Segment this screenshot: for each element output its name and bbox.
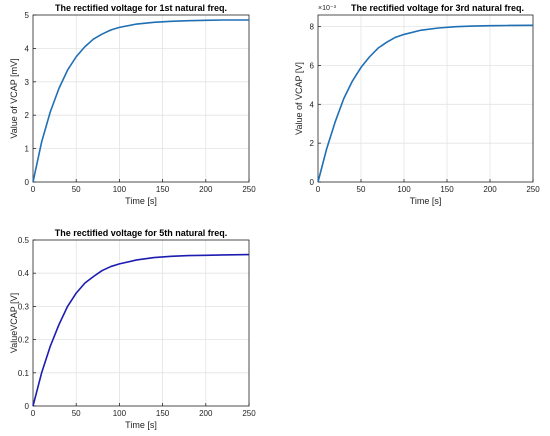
- y-axis-label: ValueVCAP [V]: [9, 293, 19, 353]
- series-line: [317, 24, 534, 183]
- series-line: [32, 19, 249, 183]
- x-tick-label: 200: [199, 185, 213, 194]
- x-tick-label: 150: [440, 185, 454, 194]
- axes-frame: [32, 239, 250, 407]
- y-tick-label: 0: [25, 178, 30, 187]
- chart-1: 0 50 100 150 200 250 0 1 2 3 4 5 The rectified volta…: [9, 3, 256, 206]
- axes-frame: [32, 14, 250, 183]
- chart-title: The rectified voltage for 5th natural fr…: [55, 228, 228, 238]
- x-tick-label: 200: [199, 409, 213, 418]
- x-tick-label: 100: [113, 185, 127, 194]
- chart-3: 0 50 100 150 200 250 0 0.1 0.2 0.3 0.4 0.5 The recti…: [9, 228, 256, 430]
- x-tick-label: 150: [156, 409, 170, 418]
- x-tick-label: 50: [357, 185, 366, 194]
- series-line: [32, 253, 250, 407]
- x-tick-label: 250: [242, 409, 256, 418]
- chart-title: The rectified voltage for 3rd natural fr…: [351, 3, 524, 13]
- y-axis-label: Value of VCAP [V]: [294, 62, 304, 135]
- y-tick-label: 1: [25, 145, 30, 154]
- x-tick-label: 0: [31, 409, 36, 418]
- plot-area: [318, 15, 533, 182]
- x-axis-label: Time [s]: [125, 196, 157, 206]
- axes-frame: [317, 14, 534, 183]
- x-tick-label: 50: [72, 409, 81, 418]
- y-tick-label: 6: [310, 61, 315, 70]
- y-exponent-label: ×10⁻³: [318, 5, 337, 12]
- x-tick-label: 250: [242, 185, 256, 194]
- x-tick-label: 100: [113, 409, 127, 418]
- y-tick-label: 5: [25, 11, 30, 20]
- x-axis-label: Time [s]: [410, 196, 442, 206]
- y-tick-label: 2: [25, 111, 30, 120]
- x-axis-label: Time [s]: [125, 420, 157, 430]
- x-tick-label: 0: [316, 185, 321, 194]
- chart-2: 0 50 100 150 200 250 0 2 4 6 8 The rectified voltag…: [294, 3, 540, 206]
- y-tick-label: 4: [25, 44, 30, 53]
- plot-area: [33, 15, 249, 182]
- y-tick-label: 0.3: [18, 302, 30, 311]
- x-tick-label: 150: [156, 185, 170, 194]
- x-tick-label: 200: [483, 185, 497, 194]
- x-tick-label: 50: [72, 185, 81, 194]
- x-tick-label: 100: [397, 185, 411, 194]
- y-tick-label: 0.5: [18, 236, 30, 245]
- chart-title: The rectified voltage for 1st natural fr…: [55, 3, 227, 13]
- plot-area: [33, 240, 249, 406]
- y-tick-label: 2: [310, 139, 315, 148]
- y-tick-label: 0.1: [18, 369, 30, 378]
- y-tick-label: 0.2: [18, 336, 30, 345]
- x-tick-label: 0: [31, 185, 36, 194]
- y-tick-label: 0.4: [18, 269, 30, 278]
- y-tick-label: 8: [310, 23, 315, 32]
- y-tick-label: 4: [310, 100, 315, 109]
- y-tick-label: 0: [310, 178, 315, 187]
- y-axis-label: Value of VCAP [mV]: [9, 58, 19, 138]
- y-tick-label: 0: [25, 402, 30, 411]
- x-tick-label: 250: [526, 185, 540, 194]
- y-tick-label: 3: [25, 78, 30, 87]
